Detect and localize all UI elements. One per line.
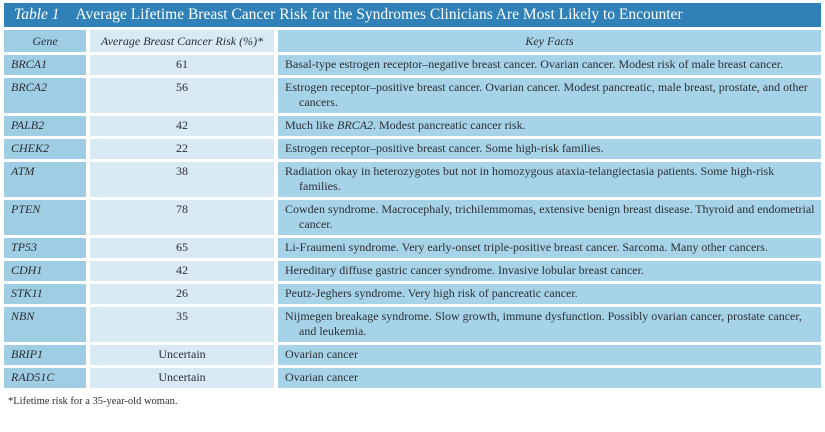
key-facts-text: Cowden syndrome. Macrocephaly, trichilem…: [285, 202, 815, 231]
key-facts-cell: Estrogen receptor–positive breast cancer…: [278, 139, 821, 159]
risk-cell: 42: [90, 116, 274, 136]
risk-cell: 26: [90, 284, 274, 304]
table-row: CDH1 42 Hereditary diffuse gastric cancer …: [4, 261, 821, 281]
key-facts-cell: Hereditary diffuse gastric cancer syndro…: [278, 261, 821, 281]
gene-cell: BRIP1: [4, 345, 86, 365]
gene-cell: BRCA1: [4, 55, 86, 75]
key-facts-text: Ovarian cancer: [285, 347, 358, 361]
key-facts-cell: Ovarian cancer: [278, 345, 821, 365]
key-facts-cell: Cowden syndrome. Macrocephaly, trichilem…: [278, 200, 821, 235]
risk-cell: 42: [90, 261, 274, 281]
risk-cell: 38: [90, 162, 274, 197]
footnote: *Lifetime risk for a 35-year-old woman.: [8, 396, 178, 407]
gene-cell: ATM: [4, 162, 86, 197]
key-facts-cell: Radiation okay in heterozygotes but not …: [278, 162, 821, 197]
key-facts-cell: Basal-type estrogen receptor–negative br…: [278, 55, 821, 75]
key-facts-cell: Ovarian cancer: [278, 368, 821, 388]
table-row: CHEK2 22 Estrogen receptor–positive breast…: [4, 139, 821, 159]
column-header-gene: Gene: [4, 30, 86, 52]
table-title-cell: Table 1 Average Lifetime Breast Cancer Ri…: [4, 3, 821, 27]
gene-cell: NBN: [4, 307, 86, 342]
table-row: BRIP1 Uncertain Ovarian cancer: [4, 345, 821, 365]
risk-cell: 56: [90, 78, 274, 113]
table-title: Average Lifetime Breast Cancer Risk for …: [75, 6, 683, 23]
key-facts-text: Nijmegen breakage syndrome. Slow growth,…: [285, 309, 802, 338]
key-facts-cell: Nijmegen breakage syndrome. Slow growth,…: [278, 307, 821, 342]
key-facts-text: Estrogen receptor–positive breast cancer…: [285, 141, 604, 155]
gene-cell: PALB2: [4, 116, 86, 136]
table-row: BRCA1 61 Basal-type estrogen receptor–nega…: [4, 55, 821, 75]
key-facts-text: Peutz-Jeghers syndrome. Very high risk o…: [285, 286, 578, 300]
table-title-bar: Table 1 Average Lifetime Breast Cancer Ri…: [4, 3, 821, 27]
gene-cell: RAD51C: [4, 368, 86, 388]
risk-cell: Uncertain: [90, 368, 274, 388]
risk-cell: 35: [90, 307, 274, 342]
key-facts-text: Estrogen receptor–positive breast cancer…: [285, 80, 808, 109]
table-row: ATM 38 Radiation okay in heterozygotes but…: [4, 162, 821, 197]
gene-cell: PTEN: [4, 200, 86, 235]
key-facts-cell: Estrogen receptor–positive breast cancer…: [278, 78, 821, 113]
risk-cell: 65: [90, 238, 274, 258]
table-number: Table 1: [14, 6, 60, 23]
table-row: STK11 26 Peutz-Jeghers syndrome. Very high…: [4, 284, 821, 304]
key-facts-text: Much like BRCA2. Modest pancreatic cance…: [285, 118, 526, 132]
column-header-row: Gene Average Breast Cancer Risk (%)* Key…: [4, 30, 821, 52]
table-body: BRCA1 61 Basal-type estrogen receptor–nega…: [4, 55, 821, 388]
risk-cell: Uncertain: [90, 345, 274, 365]
risk-cell: 61: [90, 55, 274, 75]
table-row: TP53 65 Li-Fraumeni syndrome. Very early-o…: [4, 238, 821, 258]
gene-cell: STK11: [4, 284, 86, 304]
gene-cell: BRCA2: [4, 78, 86, 113]
table-row: BRCA2 56 Estrogen receptor–positive breast…: [4, 78, 821, 113]
gene-cell: TP53: [4, 238, 86, 258]
column-header-key-facts: Key Facts: [278, 30, 821, 52]
key-facts-cell: Much like BRCA2. Modest pancreatic cance…: [278, 116, 821, 136]
key-facts-text: Radiation okay in heterozygotes but not …: [285, 164, 775, 193]
key-facts-text: Basal-type estrogen receptor–negative br…: [285, 57, 784, 71]
table-row: RAD51C Uncertain Ovarian cancer: [4, 368, 821, 388]
table-row: PTEN 78 Cowden syndrome. Macrocephaly, tri…: [4, 200, 821, 235]
table-row: NBN 35 Nijmegen breakage syndrome. Slow gr…: [4, 307, 821, 342]
risk-cell: 22: [90, 139, 274, 159]
risk-cell: 78: [90, 200, 274, 235]
key-facts-cell: Peutz-Jeghers syndrome. Very high risk o…: [278, 284, 821, 304]
gene-cell: CHEK2: [4, 139, 86, 159]
key-facts-text: Ovarian cancer: [285, 370, 358, 384]
key-facts-cell: Li-Fraumeni syndrome. Very early-onset t…: [278, 238, 821, 258]
breast-cancer-risk-table: Table 1 Average Lifetime Breast Cancer Ri…: [4, 3, 821, 388]
key-facts-text: Li-Fraumeni syndrome. Very early-onset t…: [285, 240, 768, 254]
gene-cell: CDH1: [4, 261, 86, 281]
table-row: PALB2 42 Much like BRCA2. Modest pancreati…: [4, 116, 821, 136]
key-facts-text: Hereditary diffuse gastric cancer syndro…: [285, 263, 644, 277]
column-header-risk: Average Breast Cancer Risk (%)*: [90, 30, 274, 52]
